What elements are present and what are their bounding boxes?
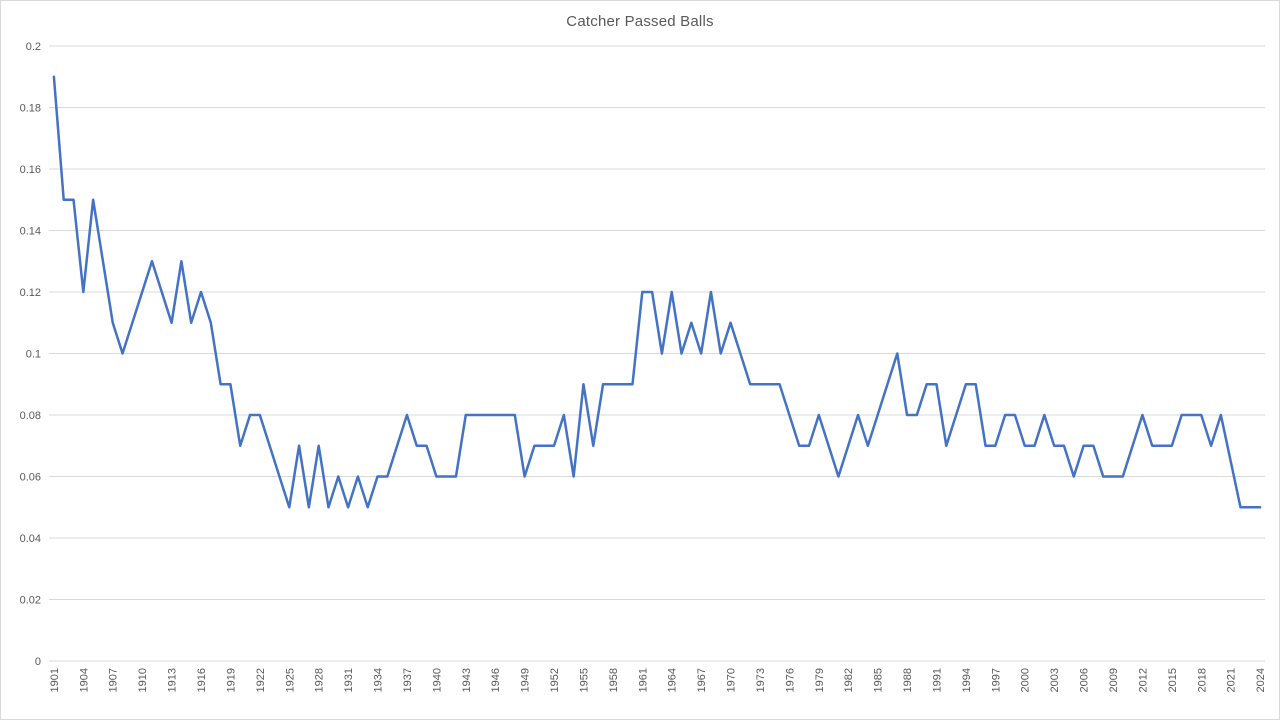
x-tick-label: 2009 [1108, 668, 1120, 692]
x-tick-label: 2006 [1079, 668, 1091, 692]
x-tick-label: 1901 [49, 668, 61, 692]
x-tick-label: 2018 [1196, 668, 1208, 692]
x-tick-label: 1961 [637, 668, 649, 692]
x-tick-label: 1943 [461, 668, 473, 692]
x-tick-label: 1994 [961, 668, 973, 692]
x-tick-label: 1988 [902, 668, 914, 692]
x-tick-label: 2015 [1167, 668, 1179, 692]
x-tick-label: 1952 [549, 668, 561, 692]
x-tick-label: 1985 [873, 668, 885, 692]
x-tick-label: 1991 [931, 668, 943, 692]
x-tick-label: 2000 [1020, 668, 1032, 692]
x-tick-label: 1997 [990, 668, 1002, 692]
y-tick-label: 0.14 [20, 226, 41, 238]
x-tick-label: 1955 [578, 668, 590, 692]
x-tick-label: 1928 [314, 668, 326, 692]
x-tick-label: 1937 [402, 668, 414, 692]
y-tick-label: 0.08 [20, 410, 41, 422]
x-tick-label: 1958 [608, 668, 620, 692]
x-tick-label: 1976 [784, 668, 796, 692]
x-tick-label: 1925 [284, 668, 296, 692]
y-tick-label: 0.12 [20, 287, 41, 299]
x-tick-label: 1910 [137, 668, 149, 692]
x-tick-label: 1934 [373, 668, 385, 692]
x-tick-label: 2003 [1049, 668, 1061, 692]
y-axis-tick-labels: 0 0.02 0.04 0.06 0.08 0.1 0.12 0.14 0.16 0.18 0.2 [20, 41, 41, 668]
x-tick-label: 2024 [1255, 668, 1267, 692]
x-tick-label: 1931 [343, 668, 355, 692]
x-tick-label: 1982 [843, 668, 855, 692]
x-tick-label: 1913 [167, 668, 179, 692]
gridlines [49, 45, 1265, 662]
x-tick-label: 1904 [78, 668, 90, 692]
x-tick-label: 2021 [1226, 668, 1238, 692]
x-tick-label: 1907 [108, 668, 120, 692]
y-tick-label: 0.06 [20, 472, 41, 484]
data-series-line [52, 75, 1262, 509]
y-tick-label: 0.02 [20, 595, 41, 607]
y-tick-label: 0.2 [26, 41, 41, 53]
x-tick-label: 1979 [814, 668, 826, 692]
x-tick-label: 1922 [255, 668, 267, 692]
x-tick-label: 1970 [726, 668, 738, 692]
x-tick-label: 1967 [696, 668, 708, 692]
x-tick-label: 1964 [667, 668, 679, 692]
x-tick-label: 1973 [755, 668, 767, 692]
y-tick-label: 0.18 [20, 103, 41, 115]
x-tick-label: 1916 [196, 668, 208, 692]
y-tick-label: 0.16 [20, 164, 41, 176]
x-axis-tick-labels: 1901 1904 1907 1910 1913 1916 1919 1922 1925 1928… [49, 668, 1267, 692]
chart-title: Catcher Passed Balls [566, 13, 714, 30]
x-tick-label: 1940 [431, 668, 443, 692]
x-tick-label: 1946 [490, 668, 502, 692]
x-tick-label: 1949 [520, 668, 532, 692]
y-tick-label: 0.1 [26, 349, 41, 361]
x-tick-label: 1919 [225, 668, 237, 692]
y-tick-label: 0.04 [20, 533, 41, 545]
y-tick-label: 0 [35, 656, 41, 668]
x-tick-label: 2012 [1137, 668, 1149, 692]
